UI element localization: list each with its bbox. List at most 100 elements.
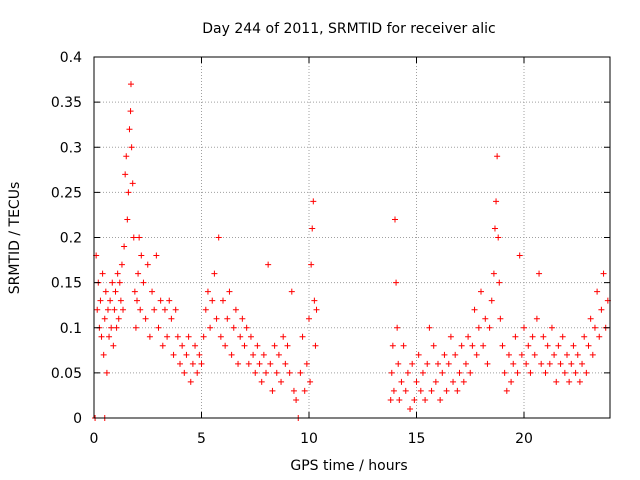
data-point bbox=[200, 333, 207, 340]
data-point bbox=[97, 297, 104, 304]
data-point bbox=[252, 369, 259, 376]
data-point bbox=[106, 333, 113, 340]
data-point bbox=[454, 387, 461, 394]
data-point bbox=[153, 252, 160, 259]
data-point bbox=[503, 387, 510, 394]
data-point bbox=[419, 369, 426, 376]
y-tick-label: 0.05 bbox=[51, 366, 82, 382]
data-point bbox=[144, 261, 151, 268]
y-tick-label: 0.3 bbox=[60, 140, 82, 156]
data-point bbox=[417, 387, 424, 394]
data-point bbox=[456, 369, 463, 376]
data-point bbox=[469, 342, 476, 349]
data-point bbox=[501, 369, 508, 376]
data-point bbox=[518, 351, 525, 358]
data-point bbox=[308, 261, 315, 268]
data-point bbox=[566, 378, 573, 385]
data-point bbox=[174, 333, 181, 340]
data-point bbox=[387, 396, 394, 403]
data-point bbox=[491, 225, 498, 232]
data-point bbox=[488, 297, 495, 304]
data-point bbox=[159, 342, 166, 349]
data-point bbox=[428, 387, 435, 394]
data-point bbox=[480, 342, 487, 349]
data-point bbox=[271, 342, 278, 349]
data-point bbox=[265, 261, 272, 268]
data-point bbox=[121, 243, 128, 250]
data-point bbox=[239, 315, 246, 322]
data-point bbox=[313, 306, 320, 313]
data-point bbox=[435, 360, 441, 367]
y-axis-label: SRMTID / TECUs bbox=[7, 182, 23, 295]
y-tick-label: 0 bbox=[73, 411, 82, 427]
data-point bbox=[209, 297, 216, 304]
y-tick-labels: 0 0.05 0.1 0.15 0.2 0.25 0.3 0.35 0.4 bbox=[51, 50, 82, 427]
data-point bbox=[512, 333, 519, 340]
data-point bbox=[460, 378, 467, 385]
data-point bbox=[213, 315, 220, 322]
x-tick-label: 15 bbox=[408, 431, 426, 447]
data-point bbox=[309, 225, 316, 232]
data-point bbox=[395, 360, 402, 367]
data-point bbox=[559, 333, 566, 340]
data-point bbox=[155, 324, 162, 331]
data-point bbox=[161, 306, 168, 313]
data-point bbox=[215, 234, 222, 241]
data-point bbox=[497, 315, 504, 322]
data-point bbox=[168, 315, 175, 322]
data-point bbox=[404, 369, 411, 376]
data-point bbox=[531, 351, 538, 358]
data-point bbox=[525, 342, 532, 349]
data-point bbox=[598, 306, 605, 313]
data-point bbox=[129, 180, 136, 187]
data-point bbox=[102, 288, 109, 295]
data-point bbox=[551, 351, 558, 358]
y-tick-label: 0.25 bbox=[51, 185, 82, 201]
data-point bbox=[579, 360, 586, 367]
data-point bbox=[546, 360, 553, 367]
data-point bbox=[140, 279, 147, 286]
data-point bbox=[544, 342, 551, 349]
data-point bbox=[394, 324, 401, 331]
data-point bbox=[275, 351, 282, 358]
data-point bbox=[113, 324, 120, 331]
data-points bbox=[92, 81, 611, 421]
data-point bbox=[250, 351, 257, 358]
data-point bbox=[465, 333, 472, 340]
y-tick-label: 0.1 bbox=[60, 321, 82, 337]
data-point bbox=[413, 378, 420, 385]
data-point bbox=[311, 297, 318, 304]
x-tick-labels: 0 5 10 15 20 bbox=[90, 431, 533, 447]
data-point bbox=[393, 279, 400, 286]
data-point bbox=[112, 288, 119, 295]
data-point bbox=[467, 369, 474, 376]
data-point bbox=[103, 369, 110, 376]
data-point bbox=[204, 288, 211, 295]
data-point bbox=[181, 369, 188, 376]
data-point bbox=[499, 342, 506, 349]
data-point bbox=[439, 369, 446, 376]
data-point bbox=[126, 126, 133, 133]
data-point bbox=[553, 378, 560, 385]
data-point bbox=[149, 288, 156, 295]
data-point bbox=[211, 270, 218, 277]
data-point bbox=[310, 198, 317, 205]
data-point bbox=[583, 369, 590, 376]
data-point bbox=[115, 315, 122, 322]
data-point bbox=[138, 252, 145, 259]
data-point bbox=[312, 342, 319, 349]
data-point bbox=[411, 396, 418, 403]
data-point bbox=[187, 378, 194, 385]
chart-title: Day 244 of 2011, SRMTID for receiver ali… bbox=[202, 21, 495, 37]
data-point bbox=[594, 288, 601, 295]
data-point bbox=[132, 324, 139, 331]
data-point bbox=[540, 333, 547, 340]
y-tick-label: 0.4 bbox=[60, 50, 82, 66]
data-point bbox=[226, 288, 233, 295]
data-point bbox=[398, 378, 405, 385]
data-point bbox=[415, 351, 422, 358]
data-point bbox=[166, 297, 173, 304]
data-point bbox=[137, 306, 144, 313]
